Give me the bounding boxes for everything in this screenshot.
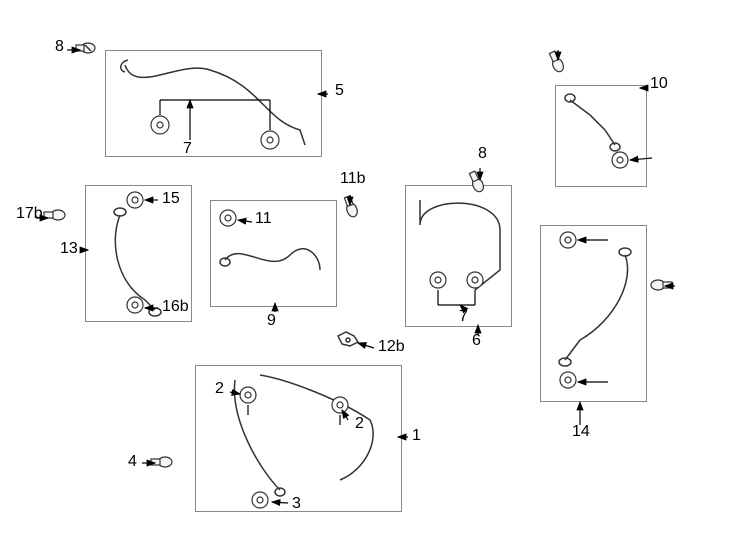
part-box-15 [540,225,647,402]
part-box-6 [405,185,512,327]
part-box-10 [555,85,647,187]
callout-12: 11b [340,170,366,188]
callout-16: 15 [162,190,180,208]
callout-8b: 8 [478,145,487,163]
part-box-5 [105,50,322,157]
callout-15: 14 [572,423,590,441]
callout-10: 10 [650,75,668,93]
callout-1: 1 [412,427,421,445]
callout-2: 2 [215,380,224,398]
callout-3: 3 [292,495,301,513]
callout-4: 4 [128,453,137,471]
callout-17: 16b [162,298,189,316]
callout-2b: 2 [355,415,364,433]
callout-13: 12b [378,338,405,356]
callout-7b: 7 [459,308,468,326]
part-box-1 [195,365,402,512]
callout-5: 5 [335,82,344,100]
callout-18: 17b [16,205,43,223]
callout-9: 9 [267,312,276,330]
callout-11: 11 [255,210,272,228]
callout-7: 7 [183,140,192,158]
callout-6: 6 [472,332,481,350]
callout-14: 13 [60,240,78,258]
part-box-9 [210,200,337,307]
callout-8: 8 [55,38,64,56]
